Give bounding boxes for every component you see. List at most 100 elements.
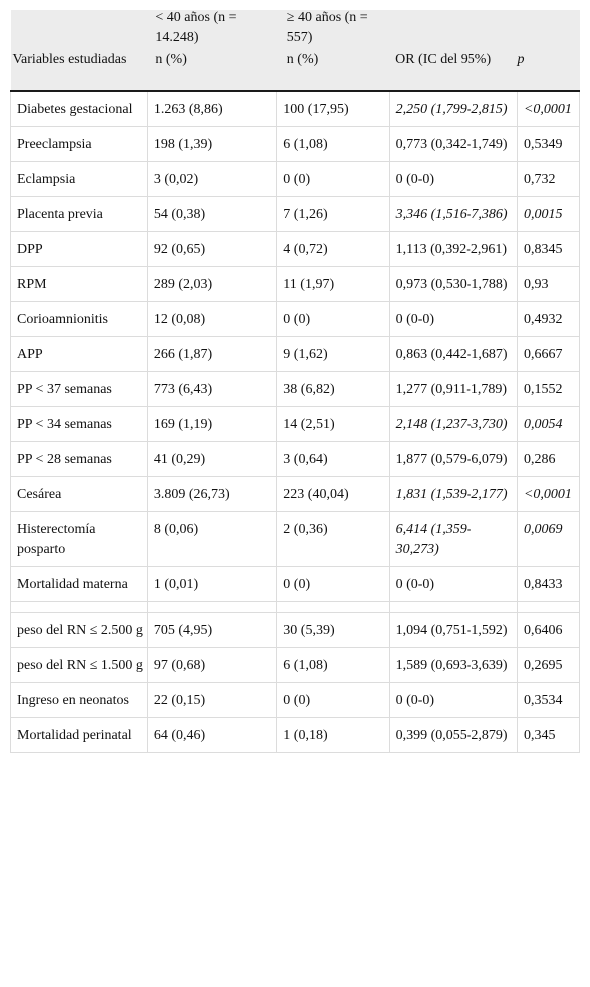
cell-p: 0,0054 — [517, 406, 581, 442]
cell-p: 0,8345 — [517, 231, 581, 267]
header-p: p — [517, 10, 580, 92]
cell-variable: Preeclampsia — [10, 126, 148, 162]
cell-or: 0 (0-0) — [389, 301, 518, 337]
header-p-label: p — [517, 52, 525, 67]
table-row: APP 266 (1,87) 9 (1,62) 0,863 (0,442-1,687)… — [10, 336, 581, 372]
cell-variable: Placenta previa — [10, 196, 148, 232]
cell-or: 6,414 (1,359-30,273) — [389, 511, 518, 567]
cell-variable: peso del RN ≤ 2.500 g — [10, 612, 148, 648]
header-group1-title: < 40 años (n = 14.248) — [155, 10, 237, 45]
cell-or: 0 (0-0) — [389, 566, 518, 602]
table-row: PP < 37 semanas 773 (6,43) 38 (6,82) 1,277 … — [10, 371, 581, 407]
cell-or: 2,250 (1,799-2,815) — [389, 91, 518, 127]
cell-variable: Eclampsia — [10, 161, 148, 197]
cell-p: <0,0001 — [517, 476, 581, 512]
table-row: Cesárea 3.809 (26,73) 223 (40,04) 1,831 (1,… — [10, 476, 581, 512]
cell-group1: 97 (0,68) — [147, 647, 278, 683]
cell-p: 0,6667 — [517, 336, 581, 372]
cell-variable: PP < 34 semanas — [10, 406, 148, 442]
cell-group1: 92 (0,65) — [147, 231, 278, 267]
cell-p: 0,1552 — [517, 371, 581, 407]
table-row: Mortalidad perinatal 64 (0,46) 1 (0,18) 0,3… — [10, 717, 581, 753]
cell-variable: RPM — [10, 266, 148, 302]
header-group2-sub: n (%) — [286, 52, 319, 67]
cell-group1: 41 (0,29) — [147, 441, 278, 477]
table-row: Histerectomía posparto 8 (0,06) 2 (0,36) 6,… — [10, 511, 581, 567]
table-row: Preeclampsia 198 (1,39) 6 (1,08) 0,773 (0,3… — [10, 126, 581, 162]
cell-p: 0,6406 — [517, 612, 581, 648]
cell-group1: 1.263 (8,86) — [147, 91, 278, 127]
cell-p: 0,93 — [517, 266, 581, 302]
spacer-row — [10, 601, 581, 613]
cell-p: 0,345 — [517, 717, 581, 753]
cell-group2: 2 (0,36) — [276, 511, 390, 567]
table-row: Corioamnionitis 12 (0,08) 0 (0) 0 (0-0) 0,49… — [10, 301, 581, 337]
table-row: PP < 28 semanas 41 (0,29) 3 (0,64) 1,877 (0… — [10, 441, 581, 477]
cell-or: 0 (0-0) — [389, 161, 518, 197]
cell-group2: 6 (1,08) — [276, 647, 390, 683]
header-or-label: OR (IC del 95%) — [395, 52, 492, 67]
cell-variable: DPP — [10, 231, 148, 267]
cell-or: 1,877 (0,579-6,079) — [389, 441, 518, 477]
header-group2: ≥ 40 años (n = 557) n (%) — [276, 10, 390, 92]
cell-variable: Histerectomía posparto — [10, 511, 148, 567]
header-group1-sub: n (%) — [155, 52, 187, 67]
cell-or: 1,277 (0,911-1,789) — [389, 371, 518, 407]
header-group1: < 40 años (n = 14.248) n (%) — [147, 10, 277, 92]
cell-variable: Mortalidad perinatal — [10, 717, 148, 753]
cell-p: 0,4932 — [517, 301, 581, 337]
cell-group1: 705 (4,95) — [147, 612, 278, 648]
header-row: Variables estudiadas < 40 años (n = 14.2… — [10, 10, 580, 92]
cell-p: 0,732 — [517, 161, 581, 197]
cell-group1: 1 (0,01) — [147, 566, 278, 602]
cell-p: 0,0069 — [517, 511, 581, 567]
results-table: Variables estudiadas < 40 años (n = 14.2… — [10, 10, 581, 753]
cell-group1: 773 (6,43) — [147, 371, 278, 407]
cell-p: 0,3534 — [517, 682, 581, 718]
cell-group2: 9 (1,62) — [276, 336, 390, 372]
cell-group2: 223 (40,04) — [276, 476, 390, 512]
cell-variable: PP < 37 semanas — [10, 371, 148, 407]
cell-variable: PP < 28 semanas — [10, 441, 148, 477]
cell-group2: 1 (0,18) — [276, 717, 390, 753]
cell-group2: 6 (1,08) — [276, 126, 390, 162]
spacer-cell — [10, 601, 148, 613]
cell-p: <0,0001 — [517, 91, 581, 127]
cell-group2: 11 (1,97) — [276, 266, 390, 302]
cell-p: 0,286 — [517, 441, 581, 477]
spacer-cell — [276, 601, 390, 613]
cell-group2: 0 (0) — [276, 682, 390, 718]
spacer-cell — [517, 601, 581, 613]
cell-variable: Diabetes gestacional — [10, 91, 148, 127]
cell-variable: APP — [10, 336, 148, 372]
cell-or: 1,094 (0,751-1,592) — [389, 612, 518, 648]
header-or: OR (IC del 95%) — [389, 10, 518, 92]
table-row: Ingreso en neonatos 22 (0,15) 0 (0) 0 (0-0)… — [10, 682, 581, 718]
cell-variable: peso del RN ≤ 1.500 g — [10, 647, 148, 683]
table-row: Eclampsia 3 (0,02) 0 (0) 0 (0-0) 0,732 — [10, 161, 581, 197]
cell-variable: Ingreso en neonatos — [10, 682, 148, 718]
cell-group1: 54 (0,38) — [147, 196, 278, 232]
cell-variable: Mortalidad materna — [10, 566, 148, 602]
table-row: Placenta previa 54 (0,38) 7 (1,26) 3,346 (1… — [10, 196, 581, 232]
cell-group1: 64 (0,46) — [147, 717, 278, 753]
cell-group1: 198 (1,39) — [147, 126, 278, 162]
cell-group1: 8 (0,06) — [147, 511, 278, 567]
cell-group2: 0 (0) — [276, 161, 390, 197]
cell-p: 0,8433 — [517, 566, 581, 602]
cell-group1: 169 (1,19) — [147, 406, 278, 442]
cell-or: 1,113 (0,392-2,961) — [389, 231, 518, 267]
cell-group2: 14 (2,51) — [276, 406, 390, 442]
cell-or: 0,399 (0,055-2,879) — [389, 717, 518, 753]
table-body: Diabetes gestacional 1.263 (8,86) 100 (17,… — [10, 91, 581, 753]
cell-or: 1,589 (0,693-3,639) — [389, 647, 518, 683]
cell-or: 0,773 (0,342-1,749) — [389, 126, 518, 162]
cell-p: 0,0015 — [517, 196, 581, 232]
cell-or: 2,148 (1,237-3,730) — [389, 406, 518, 442]
spacer-cell — [389, 601, 518, 613]
cell-p: 0,2695 — [517, 647, 581, 683]
cell-p: 0,5349 — [517, 126, 581, 162]
cell-group1: 12 (0,08) — [147, 301, 278, 337]
header-variables-label: Variables estudiadas — [12, 52, 127, 67]
cell-group2: 30 (5,39) — [276, 612, 390, 648]
